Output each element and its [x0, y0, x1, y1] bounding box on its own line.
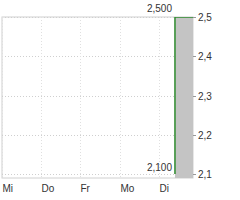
plot-frame	[2, 17, 193, 178]
x-tick-label: Di	[160, 183, 169, 194]
y-tick-label: 2,1	[198, 169, 212, 180]
chart-root: 2,1 2,2 2,3 2,4 2,5 Mi Do Fr Mo Di 2,500 2,100	[0, 0, 240, 200]
x-tick-label: Mi	[3, 183, 14, 194]
x-grid-line	[120, 17, 121, 178]
y-tick-label: 2,5	[198, 12, 212, 23]
area-fill	[175, 17, 193, 178]
y-tick	[193, 17, 196, 18]
y-grid-line	[2, 174, 193, 175]
y-grid-line	[2, 56, 193, 57]
y-grid-line	[2, 96, 193, 97]
price-line	[175, 17, 193, 174]
y-tick	[193, 174, 196, 175]
y-tick	[193, 96, 196, 97]
y-tick-label: 2,2	[198, 130, 212, 141]
x-tick-label: Do	[42, 183, 55, 194]
y-grid-line	[2, 17, 193, 18]
y-tick	[193, 56, 196, 57]
annotation: 2,500	[147, 3, 172, 14]
x-grid-line	[41, 17, 42, 178]
x-grid-line	[2, 17, 3, 178]
y-tick	[193, 135, 196, 136]
x-grid-line	[80, 17, 81, 178]
x-tick-label: Fr	[81, 183, 91, 194]
plot-data	[175, 17, 193, 178]
x-tick-label: Mo	[121, 183, 135, 194]
chart: 2,1 2,2 2,3 2,4 2,5 Mi Do Fr Mo Di 2,500 2,100	[0, 0, 240, 200]
annotation: 2,100	[147, 162, 172, 173]
y-tick-label: 2,3	[198, 91, 212, 102]
y-grid-line	[2, 135, 193, 136]
y-tick-label: 2,4	[198, 51, 212, 62]
x-grid-line	[159, 17, 160, 178]
